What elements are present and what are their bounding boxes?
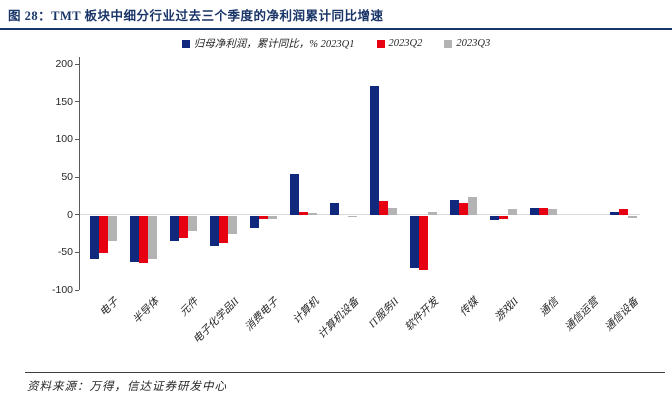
bar-2023Q1-电子 xyxy=(89,215,99,259)
footer-divider xyxy=(25,372,665,373)
bar-2023Q2-电子 xyxy=(98,215,108,253)
x-category-label: 通信运营 xyxy=(563,296,601,334)
y-tick-label: -50 xyxy=(57,246,73,259)
x-category-label: 传媒 xyxy=(458,296,481,319)
legend-item-1: 归母净利润，累计同比，% 2023Q1 xyxy=(181,36,355,51)
bar-2023Q2-电子化学品II xyxy=(218,215,228,243)
legend-swatch-icon xyxy=(444,39,453,48)
y-tick-mark xyxy=(75,176,79,178)
bar-2023Q1-半导体 xyxy=(129,215,139,262)
x-category-label: 消费电子 xyxy=(243,296,281,334)
bar-2023Q2-通信设备 xyxy=(618,209,628,215)
x-category-label: 半导体 xyxy=(130,296,161,327)
bar-2023Q2-软件开发 xyxy=(418,215,428,270)
legend-label: 2023Q3 xyxy=(456,38,491,49)
bar-2023Q3-IT服务II xyxy=(387,207,397,215)
bar-2023Q3-计算机 xyxy=(307,213,317,215)
chart-legend: 归母净利润，累计同比，% 2023Q1 2023Q2 2023Q3 xyxy=(0,36,672,51)
bar-2023Q3-计算机设备 xyxy=(347,215,357,218)
x-category-label: 元件 xyxy=(178,296,201,319)
bar-chart-plot-area xyxy=(80,64,640,290)
bar-2023Q1-IT服务II xyxy=(369,85,379,215)
y-tick-label: 150 xyxy=(55,95,73,108)
y-tick-label: 0 xyxy=(67,208,73,221)
x-category-label: 软件开发 xyxy=(403,296,441,334)
y-tick-label: 50 xyxy=(61,171,73,183)
bar-2023Q2-游戏II xyxy=(498,215,508,219)
bar-2023Q3-电子 xyxy=(107,215,117,241)
legend-item-3: 2023Q3 xyxy=(444,38,490,49)
legend-swatch-icon xyxy=(376,39,385,48)
source-note: 资料来源：万得，信达证券研发中心 xyxy=(27,381,227,393)
legend-label: 归母净利润，累计同比，% 2023Q1 xyxy=(193,39,355,50)
bar-2023Q1-软件开发 xyxy=(409,215,419,268)
bar-2023Q1-传媒 xyxy=(449,199,459,215)
y-tick-label: 100 xyxy=(55,133,73,146)
legend-label: 2023Q2 xyxy=(388,38,423,49)
x-category-label: IT服务II xyxy=(366,296,401,331)
bar-2023Q3-游戏II xyxy=(507,208,517,215)
bar-2023Q2-半导体 xyxy=(138,215,148,264)
x-category-label: 通信 xyxy=(538,296,561,319)
bar-2023Q3-半导体 xyxy=(147,215,157,259)
x-category-label: 计算机 xyxy=(290,296,321,327)
legend-item-2: 2023Q2 xyxy=(376,38,423,49)
y-tick-mark xyxy=(75,63,79,65)
bar-2023Q1-计算机设备 xyxy=(329,202,339,215)
bar-2023Q3-软件开发 xyxy=(427,211,437,215)
bar-2023Q3-传媒 xyxy=(467,197,477,215)
bar-2023Q3-通信设备 xyxy=(627,215,637,218)
bar-2023Q2-元件 xyxy=(178,215,188,239)
bar-2023Q2-计算机 xyxy=(298,211,308,215)
bar-2023Q1-元件 xyxy=(169,215,179,241)
bar-2023Q1-计算机 xyxy=(289,173,299,215)
bar-2023Q2-传媒 xyxy=(458,203,468,215)
zero-gridline xyxy=(80,214,640,215)
figure-title: 图 28：TMT 板块中细分行业过去三个季度的净利润累计同比增速 xyxy=(0,0,672,30)
bar-2023Q1-消费电子 xyxy=(249,215,259,229)
y-tick-mark xyxy=(75,214,79,216)
bar-2023Q1-游戏II xyxy=(489,215,499,221)
bar-2023Q3-消费电子 xyxy=(267,215,277,219)
bar-2023Q1-通信 xyxy=(529,207,539,215)
bar-2023Q3-元件 xyxy=(187,215,197,232)
bar-2023Q2-消费电子 xyxy=(258,215,268,219)
bar-2023Q3-通信 xyxy=(547,209,557,215)
y-tick-label: 200 xyxy=(55,58,73,70)
legend-swatch-icon xyxy=(181,39,190,48)
bar-2023Q2-IT服务II xyxy=(378,201,388,215)
bar-2023Q1-通信设备 xyxy=(609,212,619,215)
y-tick-mark xyxy=(75,251,79,253)
x-category-label: 电子 xyxy=(98,296,121,319)
y-tick-mark xyxy=(75,289,79,291)
bar-2023Q2-通信 xyxy=(538,207,548,215)
y-tick-label: -100 xyxy=(51,284,73,296)
bar-2023Q3-电子化学品II xyxy=(227,215,237,234)
x-category-label: 通信设备 xyxy=(603,296,641,334)
x-category-label: 游戏II xyxy=(493,296,521,324)
y-tick-mark xyxy=(75,101,79,103)
bar-2023Q1-电子化学品II xyxy=(209,215,219,246)
x-category-label: 计算机设备 xyxy=(315,296,361,342)
y-tick-mark xyxy=(75,138,79,140)
y-axis-line xyxy=(79,57,80,290)
x-axis-labels: 电子 半导体 元件 电子化学品II 消费电子 计算机 计算机设备 IT服务II 软件开发 传媒 游戏… xyxy=(80,294,641,364)
